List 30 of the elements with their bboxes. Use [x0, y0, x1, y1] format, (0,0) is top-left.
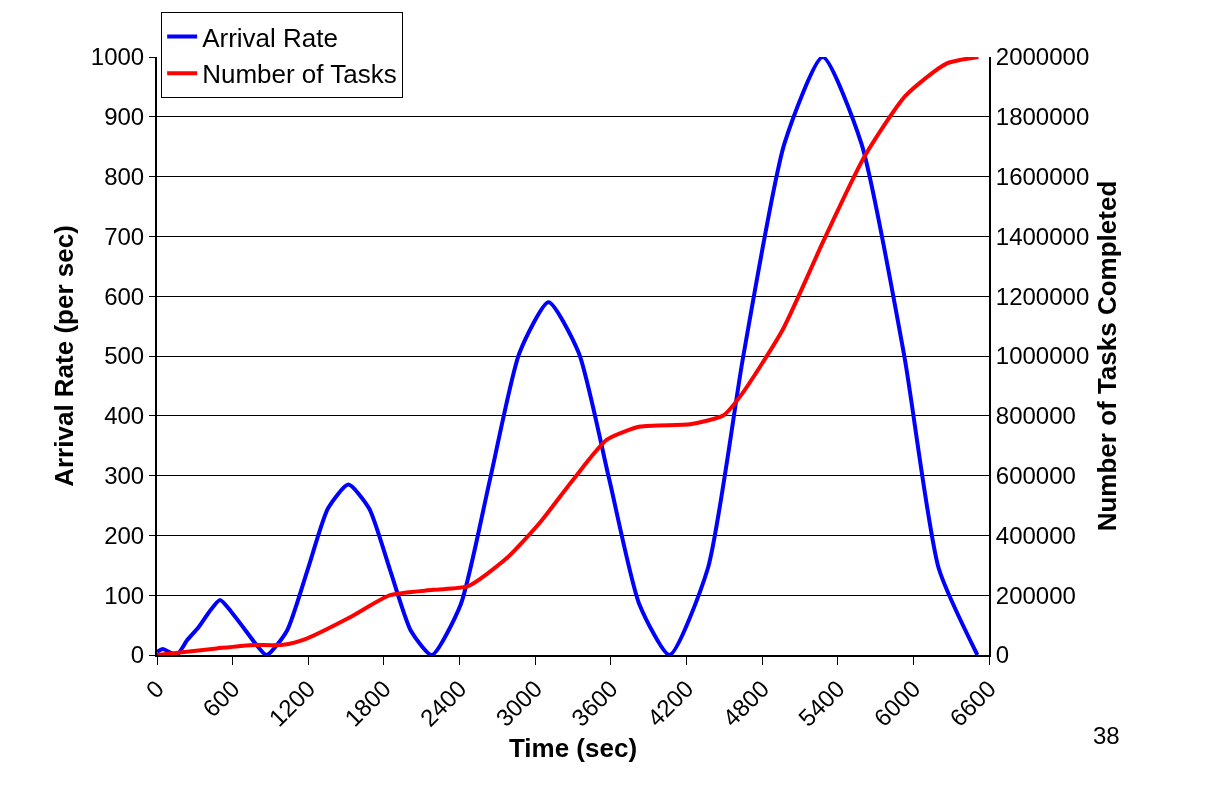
y-tick-label: 300: [104, 462, 145, 489]
y2-tick-label: 1000000: [995, 342, 1090, 370]
y2-tick-label: 1200000: [995, 282, 1090, 310]
y2-axis-title: Number of Tasks Completed: [1092, 180, 1123, 532]
y-tick-label: 800: [104, 163, 145, 190]
legend-label: Number of Tasks: [202, 59, 397, 90]
y2-tick-label: 2000000: [995, 43, 1090, 71]
legend-label: Arrival Rate: [202, 22, 338, 53]
y2-tick-label: 1400000: [995, 222, 1090, 250]
x-tick-label: 600: [197, 674, 245, 723]
y-tick-label: 0: [130, 641, 145, 669]
y2-tick-label: 800000: [995, 402, 1076, 430]
y-tick-label: 500: [104, 342, 145, 370]
x-axis-title: Time (sec): [508, 732, 638, 763]
y-tick-label: 400: [104, 402, 145, 430]
text: 38: [1093, 722, 1120, 749]
y2-tick-label: 600000: [995, 462, 1076, 489]
y2-tick-label: 1600000: [995, 163, 1090, 190]
x-tick-label: 0: [140, 674, 170, 704]
y-tick-label: 900: [104, 103, 145, 131]
y-tick-label: 1000: [90, 43, 145, 71]
y2-tick-label: 1800000: [995, 103, 1090, 131]
y-tick-label: 200: [104, 521, 145, 549]
y-tick-label: 100: [104, 581, 145, 609]
y-tick-label: 700: [104, 222, 145, 250]
y-axis-title: Arrival Rate (per sec): [48, 225, 79, 487]
y2-tick-label: 200000: [995, 581, 1076, 609]
y2-tick-label: 400000: [995, 521, 1076, 549]
y2-tick-label: 0: [995, 641, 1010, 669]
y-tick-label: 600: [104, 282, 145, 310]
